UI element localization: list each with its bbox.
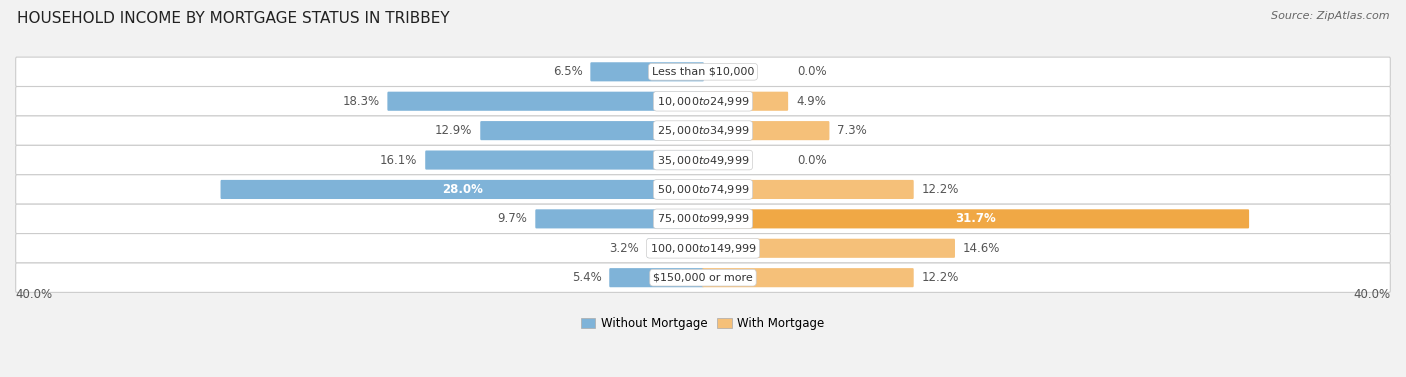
FancyBboxPatch shape [425,150,704,170]
Text: 0.0%: 0.0% [797,65,827,78]
Text: 14.6%: 14.6% [963,242,1000,255]
FancyBboxPatch shape [702,121,830,140]
Text: 6.5%: 6.5% [553,65,582,78]
Text: 28.0%: 28.0% [441,183,482,196]
Text: 16.1%: 16.1% [380,153,418,167]
FancyBboxPatch shape [702,239,955,258]
FancyBboxPatch shape [481,121,704,140]
Text: HOUSEHOLD INCOME BY MORTGAGE STATUS IN TRIBBEY: HOUSEHOLD INCOME BY MORTGAGE STATUS IN T… [17,11,450,26]
Text: 12.2%: 12.2% [921,183,959,196]
FancyBboxPatch shape [647,239,704,258]
Text: Source: ZipAtlas.com: Source: ZipAtlas.com [1271,11,1389,21]
Text: $10,000 to $24,999: $10,000 to $24,999 [657,95,749,108]
FancyBboxPatch shape [702,92,789,111]
Text: 9.7%: 9.7% [498,212,527,225]
FancyBboxPatch shape [388,92,704,111]
FancyBboxPatch shape [15,263,1391,293]
Text: 18.3%: 18.3% [343,95,380,108]
FancyBboxPatch shape [609,268,704,287]
Text: $100,000 to $149,999: $100,000 to $149,999 [650,242,756,255]
FancyBboxPatch shape [702,268,914,287]
Text: 3.2%: 3.2% [610,242,640,255]
Text: 31.7%: 31.7% [955,212,995,225]
FancyBboxPatch shape [15,116,1391,146]
FancyBboxPatch shape [15,146,1391,175]
Text: $75,000 to $99,999: $75,000 to $99,999 [657,212,749,225]
FancyBboxPatch shape [536,209,704,228]
Text: $150,000 or more: $150,000 or more [654,273,752,283]
FancyBboxPatch shape [221,180,704,199]
Text: $25,000 to $34,999: $25,000 to $34,999 [657,124,749,137]
Text: 5.4%: 5.4% [572,271,602,284]
Text: Less than $10,000: Less than $10,000 [652,67,754,77]
Text: 12.9%: 12.9% [434,124,472,137]
FancyBboxPatch shape [702,180,914,199]
FancyBboxPatch shape [15,86,1391,116]
FancyBboxPatch shape [15,175,1391,204]
Text: 0.0%: 0.0% [797,153,827,167]
Text: 12.2%: 12.2% [921,271,959,284]
Legend: Without Mortgage, With Mortgage: Without Mortgage, With Mortgage [576,313,830,335]
FancyBboxPatch shape [702,209,1249,228]
FancyBboxPatch shape [15,204,1391,234]
Text: 40.0%: 40.0% [15,288,52,301]
Text: $50,000 to $74,999: $50,000 to $74,999 [657,183,749,196]
FancyBboxPatch shape [15,57,1391,86]
Text: $35,000 to $49,999: $35,000 to $49,999 [657,153,749,167]
Text: 4.9%: 4.9% [796,95,825,108]
FancyBboxPatch shape [591,62,704,81]
Text: 7.3%: 7.3% [837,124,868,137]
FancyBboxPatch shape [15,234,1391,263]
Text: 40.0%: 40.0% [1354,288,1391,301]
